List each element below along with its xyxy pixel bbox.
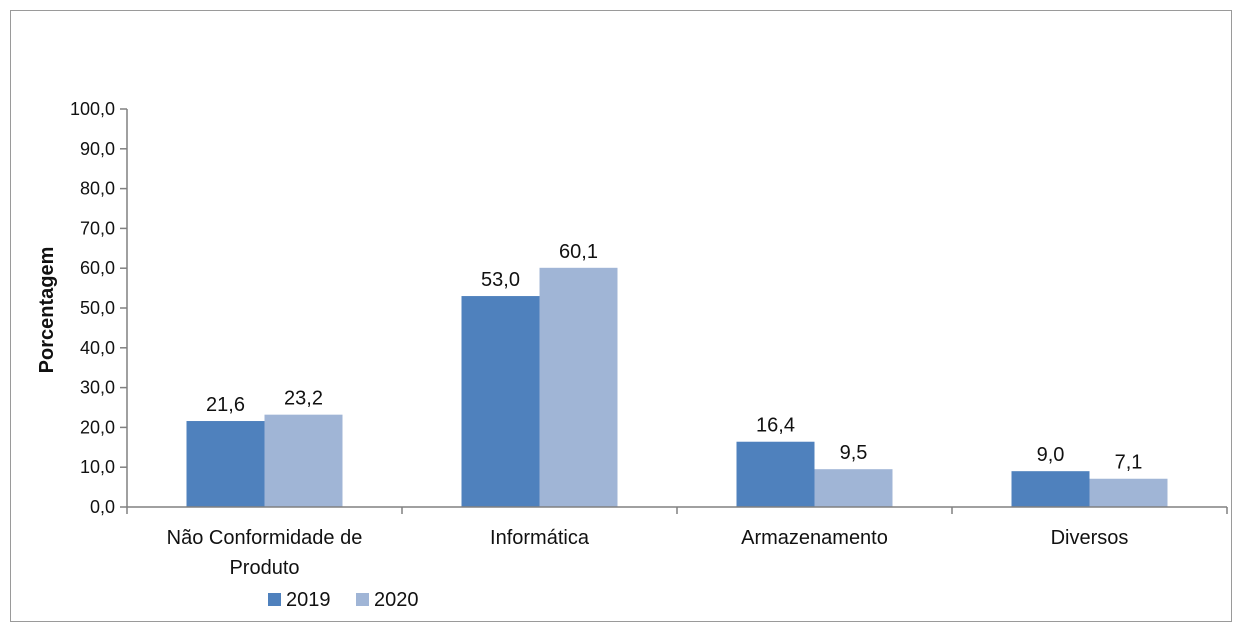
category-label: Não Conformidade de <box>167 527 363 549</box>
legend-swatch <box>356 593 369 606</box>
data-label: 9,5 <box>840 442 868 464</box>
data-labels: 21,6 23,2 53,0 60,1 16,4 9,5 9,0 7,1 <box>206 241 1142 474</box>
legend-swatch <box>268 593 281 606</box>
y-axis-ticks: 0,0 10,0 20,0 30,0 40,0 50,0 60,0 70,0 80,0 90,0 1… <box>70 99 127 517</box>
bar-2020 <box>539 267 618 507</box>
data-label: 7,1 <box>1115 452 1143 474</box>
category-label: Produto <box>229 557 299 579</box>
data-label: 53,0 <box>481 269 520 291</box>
y-tick-label: 70,0 <box>80 218 115 238</box>
data-label: 9,0 <box>1037 444 1065 466</box>
data-label: 60,1 <box>559 241 598 263</box>
bar-2019 <box>736 441 815 507</box>
y-tick-label: 90,0 <box>80 139 115 159</box>
y-tick-label: 40,0 <box>80 338 115 358</box>
bar-2020 <box>264 414 343 507</box>
y-axis-title: Porcentagem <box>36 247 58 374</box>
category-labels: Não Conformidade de Produto Informática Arm… <box>167 527 1129 579</box>
y-tick-label: 30,0 <box>80 378 115 398</box>
bar-2020 <box>1089 478 1168 507</box>
y-tick-label: 100,0 <box>70 99 115 119</box>
legend: 2019 2020 <box>268 589 419 611</box>
bars <box>186 267 1168 507</box>
category-label: Armazenamento <box>741 527 888 549</box>
data-label: 16,4 <box>756 415 795 437</box>
category-label: Diversos <box>1051 527 1129 549</box>
y-tick-label: 80,0 <box>80 179 115 199</box>
y-tick-label: 50,0 <box>80 298 115 318</box>
chart-frame <box>10 10 1232 622</box>
data-label: 23,2 <box>284 388 323 410</box>
legend-label: 2019 <box>286 589 331 611</box>
y-tick-label: 60,0 <box>80 258 115 278</box>
axes <box>126 109 1228 514</box>
bar-2019 <box>461 296 540 507</box>
y-tick-label: 20,0 <box>80 417 115 437</box>
y-tick-label: 10,0 <box>80 457 115 477</box>
bar-2019 <box>186 421 265 507</box>
legend-label: 2020 <box>374 589 419 611</box>
bar-2019 <box>1011 471 1090 507</box>
y-tick-label: 0,0 <box>90 497 115 517</box>
bar-2020 <box>814 469 893 507</box>
data-label: 21,6 <box>206 394 245 416</box>
category-label: Informática <box>490 527 590 549</box>
